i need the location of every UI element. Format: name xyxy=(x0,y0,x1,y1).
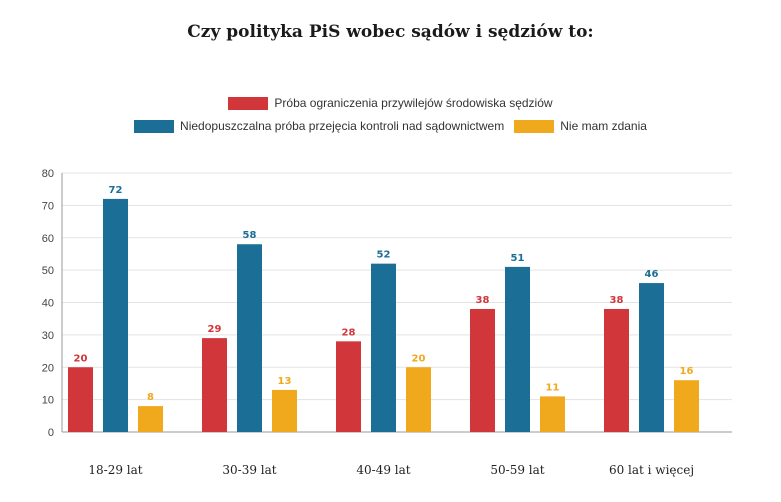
legend-swatch-series-1 xyxy=(228,96,269,110)
data-label: 38 xyxy=(476,295,490,306)
bar xyxy=(371,263,396,432)
legend-item-series-2: Niedopuszczalna próba przejęcia kontroli… xyxy=(134,119,504,133)
y-tick-label: 60 xyxy=(42,233,54,245)
data-label: 20 xyxy=(412,353,426,364)
bar xyxy=(406,367,431,432)
bar xyxy=(138,406,163,432)
bar xyxy=(272,389,297,432)
data-label: 58 xyxy=(243,230,257,241)
bar xyxy=(202,338,227,432)
legend-row-2: Niedopuszczalna próba przejęcia kontroli… xyxy=(0,119,781,133)
bar xyxy=(470,308,495,432)
y-tick-label: 0 xyxy=(48,427,54,439)
data-label: 46 xyxy=(645,269,659,280)
y-tick-label: 30 xyxy=(42,330,54,342)
bar xyxy=(604,308,629,432)
x-tick-label: 50-59 lat xyxy=(490,463,544,477)
data-label: 72 xyxy=(109,185,123,196)
data-label: 52 xyxy=(377,250,391,261)
y-tick-label: 50 xyxy=(42,265,54,277)
bar xyxy=(68,367,93,432)
legend-label-series-1: Próba ograniczenia przywilejów środowisk… xyxy=(274,96,553,110)
bar xyxy=(505,266,530,432)
data-label: 38 xyxy=(610,295,624,306)
bar xyxy=(540,396,565,432)
x-tick-label: 40-49 lat xyxy=(356,463,410,477)
data-label: 8 xyxy=(147,392,154,403)
y-tick-label: 40 xyxy=(42,298,54,310)
y-tick-label: 80 xyxy=(42,168,54,180)
chart-title: Czy polityka PiS wobec sądów i sędziów t… xyxy=(187,22,594,42)
legend-item-series-1: Próba ograniczenia przywilejów środowisk… xyxy=(228,96,553,110)
legend-swatch-series-3 xyxy=(514,119,555,133)
bar xyxy=(237,244,262,432)
legend-label-series-2: Niedopuszczalna próba przejęcia kontroli… xyxy=(180,119,505,133)
bar xyxy=(103,198,128,432)
bar xyxy=(639,283,664,432)
y-tick-label: 70 xyxy=(42,200,54,212)
data-label: 16 xyxy=(680,366,694,377)
legend-item-series-3: Nie mam zdania xyxy=(514,119,647,133)
legend-label-series-3: Nie mam zdania xyxy=(560,119,647,133)
x-tick-label: 60 lat i więcej xyxy=(609,463,694,477)
legend-swatch-series-2 xyxy=(134,119,175,133)
x-tick-label: 30-39 lat xyxy=(222,463,276,477)
bar xyxy=(674,380,699,432)
y-tick-label: 10 xyxy=(42,395,54,407)
data-label: 11 xyxy=(546,382,560,393)
data-label: 28 xyxy=(342,327,356,338)
bar xyxy=(336,341,361,432)
x-tick-label: 18-29 lat xyxy=(88,463,142,477)
data-label: 51 xyxy=(511,253,525,264)
y-tick-label: 20 xyxy=(42,362,54,374)
data-label: 13 xyxy=(278,376,292,387)
data-label: 20 xyxy=(74,353,88,364)
data-label: 29 xyxy=(208,324,222,335)
legend-row-1: Próba ograniczenia przywilejów środowisk… xyxy=(0,96,781,110)
